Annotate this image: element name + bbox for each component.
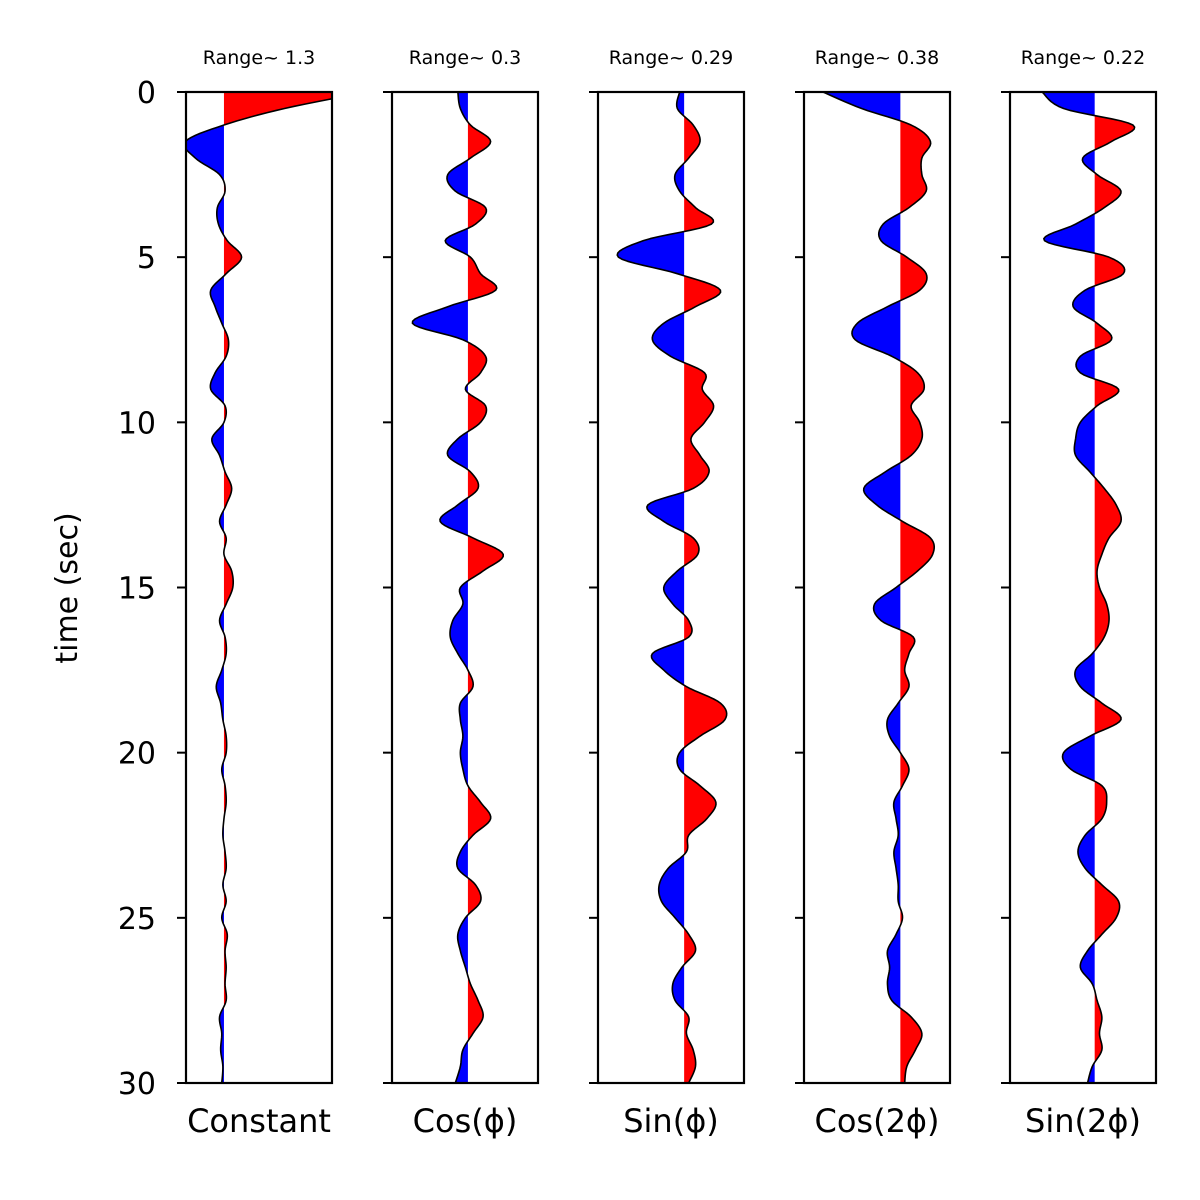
panel-5-lobe-negative [1074, 650, 1095, 698]
panel-3-lobe-positive [684, 1010, 696, 1083]
panel-5-lobe-positive [1094, 321, 1112, 349]
panel-3-lobe-positive [684, 362, 714, 492]
y-axis-label: time (sec) [50, 512, 85, 663]
panel-3-lobe-negative [646, 491, 685, 533]
panel-5-lobe-positive [1094, 115, 1135, 150]
panel-4-wiggle [822, 92, 936, 1083]
panel-5-lobe-positive [1094, 990, 1103, 1063]
panel-4-lobe-positive [900, 629, 915, 701]
panel-1-frame [184, 90, 334, 1085]
panel-5-trace [1041, 92, 1136, 1083]
panel-4-lobe-positive [900, 120, 931, 213]
panel-2-lobe-negative [456, 840, 468, 878]
panel-3-lobe-negative [617, 231, 685, 276]
panel-5: Range~ 0.22 Sin(2ϕ) [1001, 47, 1158, 1140]
panel-3-lobe-negative [663, 565, 685, 615]
panel-4-lobe-positive [900, 752, 909, 790]
panel-3-lobe-negative [652, 312, 685, 363]
panel-2-lobe-positive [467, 122, 491, 160]
panel-5-lobe-negative [1072, 285, 1095, 322]
y-axis: time (sec) 0 5 10 15 20 25 30 [50, 76, 186, 1102]
panel-1-lobe-negative [186, 125, 224, 182]
panel-4-lobe-negative [886, 700, 901, 753]
panel-5-lobe-negative [1080, 942, 1095, 991]
panel-2-lobe-positive [467, 342, 487, 385]
panel-2-lobe-negative [457, 914, 468, 977]
panel-2: Range~ 0.3 Cos(ϕ) [383, 47, 540, 1140]
panel-2-lobe-positive [467, 535, 504, 581]
panel-5-title: Range~ 0.22 [1021, 47, 1145, 69]
panel-2-lobe-positive [467, 197, 487, 229]
panel-4-lobe-negative [851, 300, 901, 361]
panel-3-trace [616, 92, 728, 1083]
panel-3-lobe-positive [684, 614, 693, 640]
y-tick-label-30: 30 [118, 1067, 156, 1102]
panel-1-title: Range~ 1.3 [203, 47, 315, 69]
panel-4-lobe-positive [900, 1008, 922, 1083]
panel-1-xlabel: Constant [187, 1102, 331, 1140]
panel-2-lobe-negative [445, 228, 468, 256]
panel-4-lobe-positive [900, 908, 903, 926]
panel-3-title: Range~ 0.29 [609, 47, 733, 69]
panel-1-lobe-negative [221, 909, 224, 926]
y-tick-label-15: 15 [118, 572, 156, 607]
panel-5-lobe-positive [1094, 172, 1121, 214]
y-tick-label-20: 20 [118, 737, 156, 772]
y-tick-label-25: 25 [118, 902, 156, 937]
panel-3-lobe-negative [651, 639, 685, 686]
panel-5-lobe-negative [1042, 92, 1095, 116]
panel-5-lobe-positive [1094, 878, 1120, 943]
panel-1-lobe-positive [223, 468, 232, 510]
panel-1-trace [186, 97, 332, 1083]
panel-5-lobe-negative [1077, 826, 1095, 879]
panel-1: Range~ 1.3 Constant [184, 47, 334, 1140]
panel-4-lobe-negative [893, 789, 901, 909]
panel-2-lobe-positive [467, 255, 497, 301]
y-tick-label-5: 5 [137, 241, 156, 276]
panel-5-lobe-negative [1062, 733, 1095, 782]
y-tick-label-10: 10 [118, 406, 156, 441]
panel-3-lobe-positive [684, 116, 701, 164]
panel-5-lobe-negative [1043, 213, 1095, 254]
y-tick-label-0: 0 [137, 76, 156, 111]
panel-4-lobe-positive [900, 520, 935, 585]
panel-3: Range~ 0.29 Sin(ϕ) [589, 47, 746, 1140]
panel-5-lobe-positive [1094, 477, 1122, 651]
panel-3-lobe-positive [684, 196, 714, 232]
panel-1-lobe-negative [219, 608, 224, 634]
panel-1-lobe-negative [219, 509, 224, 533]
panel-1-wiggle [186, 92, 332, 1083]
panel-1-lobe-positive [223, 780, 227, 819]
panel-4-lobe-negative [887, 925, 901, 1009]
panel-2-title: Range~ 0.3 [409, 47, 521, 69]
panel-2-lobe-negative [446, 159, 468, 198]
panel-2-wiggle [411, 92, 505, 1083]
panel-2-lobe-positive [467, 785, 491, 841]
panel-3-xlabel: Sin(ϕ) [623, 1102, 719, 1140]
panel-2-lobe-positive [467, 976, 484, 1042]
panel-1-lobe-positive [223, 554, 234, 609]
panel-5-xlabel: Sin(2ϕ) [1025, 1102, 1141, 1140]
panel-4: Range~ 0.38 Cos(2ϕ) [795, 47, 952, 1140]
panel-4-title: Range~ 0.38 [815, 47, 939, 69]
panel-3-lobe-positive [684, 773, 716, 855]
panel-4-lobe-negative [822, 92, 901, 121]
panel-4-xlabel: Cos(2ϕ) [814, 1102, 939, 1140]
panel-4-trace [822, 92, 936, 1083]
panel-4-lobe-negative [863, 462, 901, 521]
panel-2-xlabel: Cos(ϕ) [413, 1102, 518, 1140]
panel-1-lobe-positive [223, 235, 242, 276]
panel-2-trace [411, 92, 505, 1083]
panel-2-lobe-negative [412, 300, 468, 343]
panel-4-lobe-negative [873, 584, 901, 630]
panel-2-lobe-negative [465, 384, 468, 393]
panel-3-wiggle [616, 92, 728, 1083]
panel-1-lobe-negative [210, 275, 224, 329]
panel-2-lobe-negative [457, 92, 468, 123]
panel-5-wiggle [1041, 92, 1136, 1083]
panel-2-lobe-negative [459, 693, 468, 786]
